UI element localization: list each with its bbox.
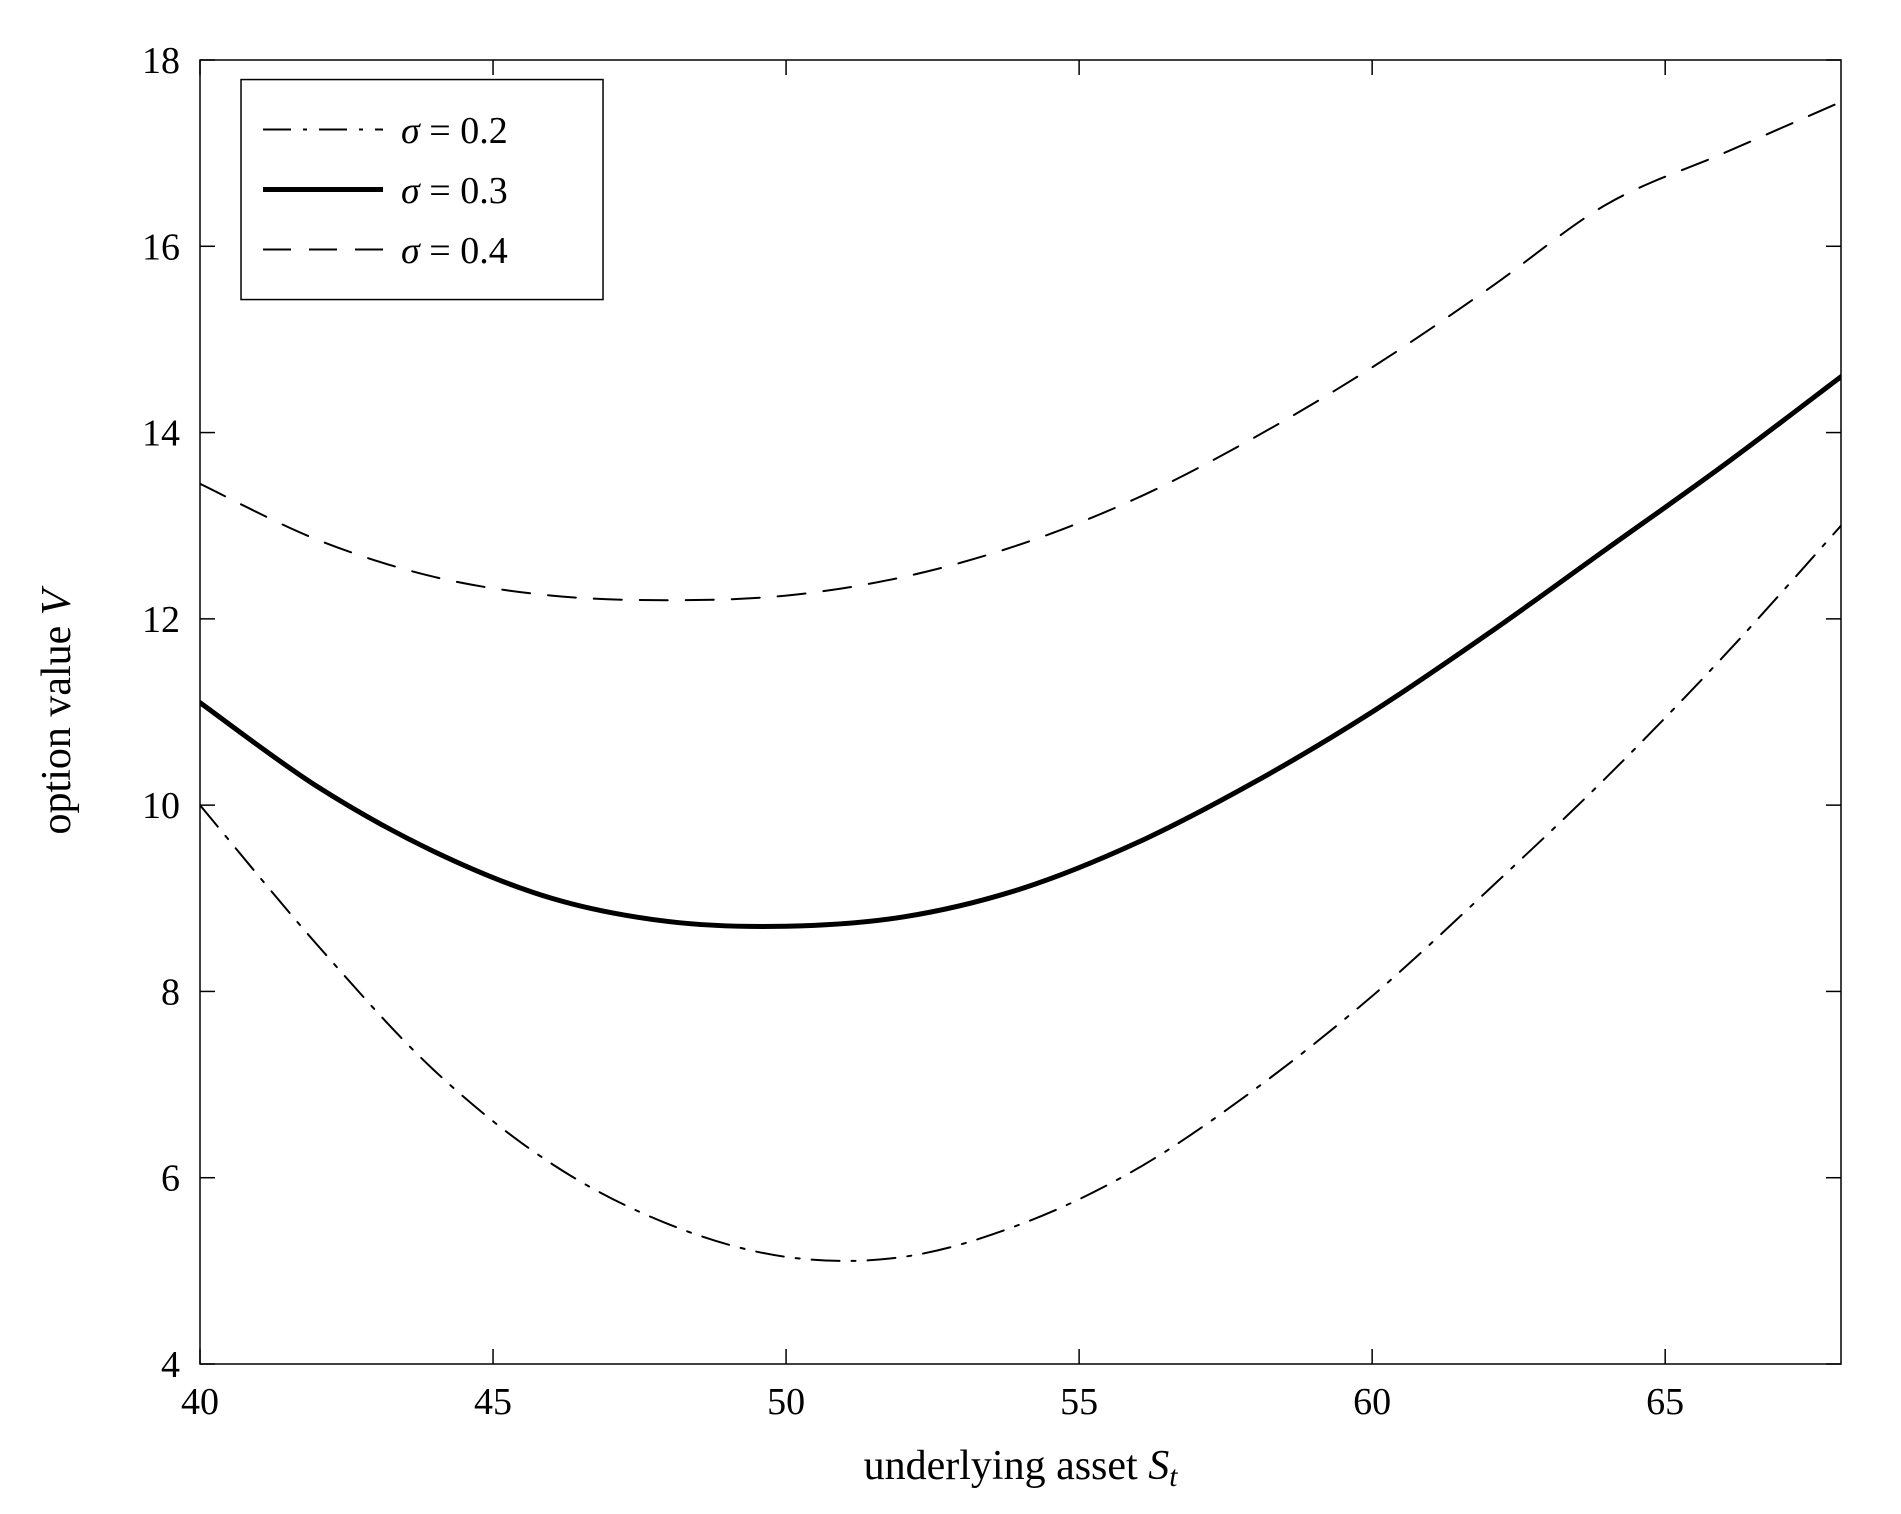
legend-label: σ = 0.3 (401, 170, 508, 212)
legend: σ = 0.2 σ = 0.3 σ = 0.4 (241, 80, 603, 300)
x-tick-label: 45 (474, 1381, 512, 1423)
x-tick-label: 55 (1060, 1381, 1098, 1423)
x-tick-label: 50 (767, 1381, 805, 1423)
y-tick-label: 12 (142, 599, 180, 641)
y-tick-label: 4 (161, 1344, 180, 1386)
y-axis-label: option value V (34, 585, 80, 834)
y-tick-label: 18 (142, 40, 180, 82)
legend-label: σ = 0.2 (401, 110, 508, 152)
y-tick-label: 14 (142, 413, 180, 455)
y-tick-label: 16 (142, 226, 180, 268)
y-tick-label: 6 (161, 1158, 180, 1200)
x-axis-label: underlying asset St (864, 1443, 1179, 1493)
x-tick-label: 65 (1646, 1381, 1684, 1423)
x-tick-label: 60 (1353, 1381, 1391, 1423)
chart-container: 40 45 50 55 60 65 4 6 8 10 12 14 16 18 underlying asse… (0, 0, 1901, 1514)
legend-label: σ = 0.4 (401, 230, 508, 272)
x-tick-label: 40 (181, 1381, 219, 1423)
y-tick-label: 8 (161, 971, 180, 1013)
y-tick-label: 10 (142, 785, 180, 827)
option-value-chart: 40 45 50 55 60 65 4 6 8 10 12 14 16 18 underlying asse… (0, 0, 1901, 1514)
